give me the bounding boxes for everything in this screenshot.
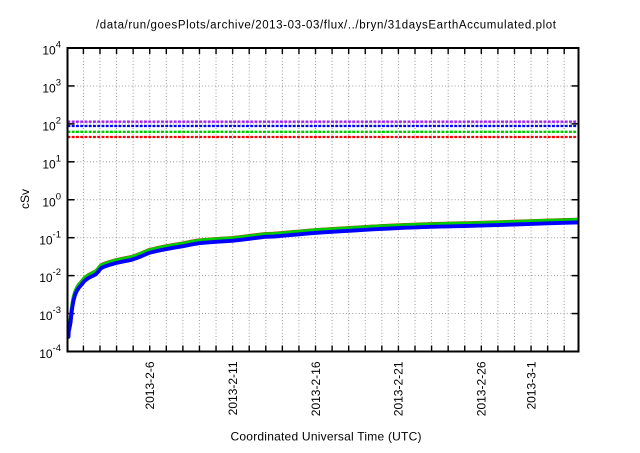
svg-text:2013-2-26: 2013-2-26 [475, 361, 489, 416]
svg-text:Coordinated Universal Time (UT: Coordinated Universal Time (UTC) [231, 430, 422, 444]
svg-text:2013-3-1: 2013-3-1 [524, 361, 538, 409]
svg-text:2013-2-21: 2013-2-21 [392, 361, 406, 416]
svg-text:cSv: cSv [18, 189, 32, 209]
svg-text:2013-2-6: 2013-2-6 [143, 361, 157, 409]
svg-text:2013-2-11: 2013-2-11 [226, 361, 240, 415]
svg-text:2013-2-16: 2013-2-16 [309, 361, 323, 416]
svg-text:/data/run/goesPlots/archive/20: /data/run/goesPlots/archive/2013-03-03/f… [96, 20, 557, 32]
